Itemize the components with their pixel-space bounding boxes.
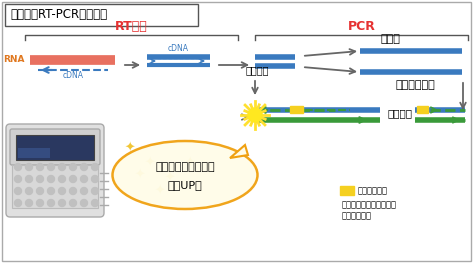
- Text: 蛍光UP！: 蛍光UP！: [168, 180, 202, 190]
- Circle shape: [26, 164, 33, 170]
- Circle shape: [81, 200, 88, 206]
- Text: PCR: PCR: [347, 20, 375, 33]
- Circle shape: [81, 175, 88, 183]
- Circle shape: [58, 188, 65, 195]
- Circle shape: [58, 200, 65, 206]
- Text: 蛍光検出: 蛍光検出: [245, 65, 269, 75]
- Circle shape: [15, 188, 21, 195]
- Text: アニーリング: アニーリング: [395, 80, 435, 90]
- Circle shape: [36, 188, 44, 195]
- Circle shape: [81, 188, 88, 195]
- Text: 伸長反応で分解されると: 伸長反応で分解されると: [342, 200, 397, 209]
- Circle shape: [91, 188, 99, 195]
- Circle shape: [36, 164, 44, 170]
- Circle shape: [91, 164, 99, 170]
- Circle shape: [15, 200, 21, 206]
- Text: 伸長反応: 伸長反応: [388, 108, 413, 118]
- Text: cDNA: cDNA: [63, 71, 83, 80]
- Text: cDNA: cDNA: [168, 44, 189, 53]
- Circle shape: [91, 175, 99, 183]
- Ellipse shape: [112, 141, 257, 209]
- Circle shape: [70, 188, 76, 195]
- Circle shape: [81, 164, 88, 170]
- Text: ✦: ✦: [165, 171, 175, 185]
- Text: 蛍光を発する: 蛍光を発する: [342, 211, 372, 220]
- FancyBboxPatch shape: [18, 148, 50, 158]
- Text: ✦: ✦: [155, 185, 165, 198]
- Circle shape: [26, 188, 33, 195]
- Circle shape: [91, 200, 99, 206]
- Text: 増えれば増えるほど: 増えれば増えるほど: [155, 162, 215, 172]
- Text: ✦: ✦: [135, 169, 145, 181]
- Text: ✦: ✦: [185, 156, 195, 169]
- Circle shape: [58, 164, 65, 170]
- Circle shape: [36, 175, 44, 183]
- Bar: [290, 106, 303, 113]
- Circle shape: [47, 164, 55, 170]
- Circle shape: [70, 175, 76, 183]
- Circle shape: [26, 200, 33, 206]
- Text: RT反応: RT反応: [115, 20, 148, 33]
- Text: ✦: ✦: [125, 141, 135, 154]
- Text: 蛍光プローブ: 蛍光プローブ: [358, 186, 388, 195]
- Bar: [340, 186, 354, 195]
- FancyBboxPatch shape: [2, 2, 471, 261]
- Circle shape: [248, 108, 262, 122]
- Polygon shape: [230, 145, 248, 158]
- Circle shape: [47, 200, 55, 206]
- Circle shape: [15, 164, 21, 170]
- Circle shape: [26, 175, 33, 183]
- Circle shape: [15, 175, 21, 183]
- Circle shape: [70, 200, 76, 206]
- Bar: [417, 106, 428, 113]
- Circle shape: [58, 175, 65, 183]
- FancyBboxPatch shape: [6, 124, 104, 217]
- Circle shape: [47, 188, 55, 195]
- Circle shape: [70, 164, 76, 170]
- FancyBboxPatch shape: [16, 135, 94, 160]
- Text: リアルタRT-PCR法の原理: リアルタRT-PCR法の原理: [10, 8, 107, 22]
- Text: RNA: RNA: [3, 55, 25, 64]
- Text: ✦: ✦: [145, 156, 155, 169]
- FancyBboxPatch shape: [5, 4, 198, 26]
- FancyBboxPatch shape: [12, 165, 98, 208]
- Circle shape: [47, 175, 55, 183]
- Text: 熱変性: 熱変性: [380, 34, 400, 44]
- Circle shape: [36, 200, 44, 206]
- FancyBboxPatch shape: [10, 129, 100, 165]
